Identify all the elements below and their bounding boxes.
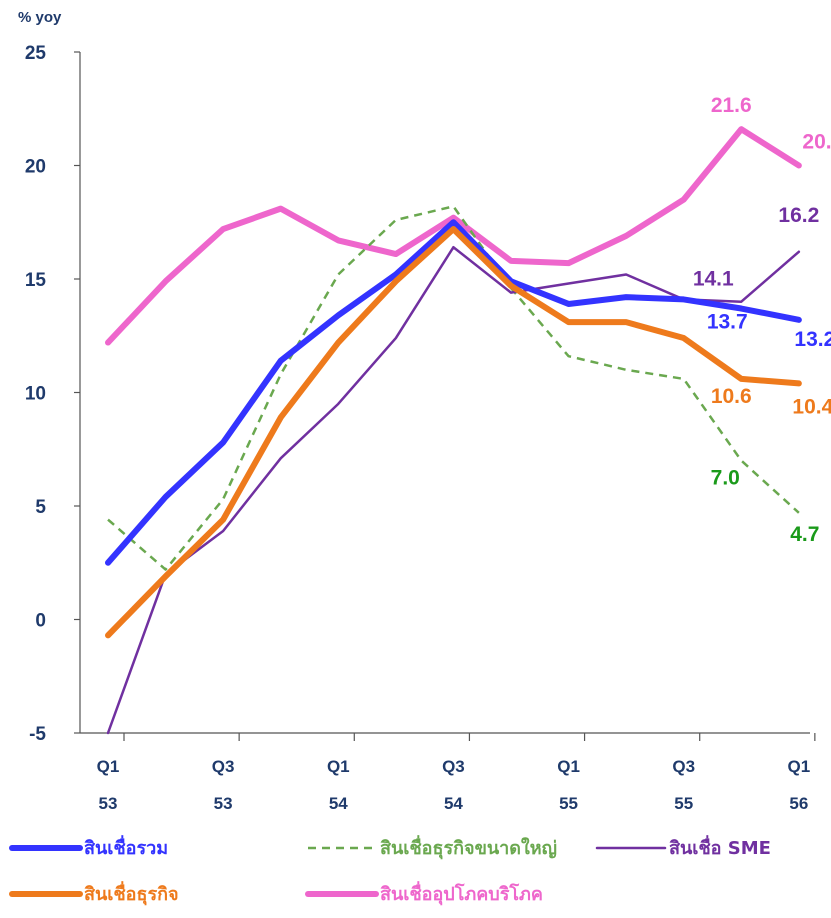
x-tick-label-quarter: Q1	[557, 757, 580, 776]
legend-label: สินเชื่อธุรกิจ	[84, 881, 179, 906]
series-line	[105, 219, 802, 566]
x-tick-label-year: 56	[789, 794, 808, 813]
data-label: 10.6	[711, 385, 752, 408]
x-tick-label-year: 53	[214, 794, 233, 813]
x-tick-label-quarter: Q1	[788, 757, 811, 776]
y-tick-label: -5	[29, 724, 46, 745]
x-tick-label-year: 55	[674, 794, 693, 813]
x-tick-label-quarter: Q1	[327, 757, 350, 776]
x-tick-label-quarter: Q3	[212, 757, 235, 776]
data-label: 4.7	[790, 523, 819, 546]
y-tick-labels: 25 20 15 10 5 0 -5	[25, 43, 47, 745]
x-tick-label-quarter: Q3	[672, 757, 695, 776]
x-tick-label-quarter: Q3	[442, 757, 465, 776]
y-tick-label: 20	[25, 157, 46, 178]
data-label: 10.4	[792, 395, 831, 418]
x-tick-labels: Q1 53 Q3 53 Q1 54 Q3 54 Q1 55 Q3 55 Q1 56	[97, 757, 811, 813]
x-tick-label-year: 55	[559, 794, 578, 813]
data-label: 13.2	[794, 328, 831, 351]
series-line	[105, 226, 802, 639]
axes	[74, 51, 816, 741]
y-tick-label: 0	[35, 611, 46, 632]
data-label: 7.0	[711, 467, 740, 490]
y-tick-label: 15	[25, 270, 47, 291]
data-label: 13.7	[707, 311, 748, 334]
legend: สินเชื่อรวม สินเชื่อธุรกิจขนาดใหญ่ สินเชื่…	[9, 835, 771, 906]
series-lines	[105, 126, 802, 735]
series-line	[106, 245, 801, 735]
x-tick-label-quarter: Q1	[97, 757, 120, 776]
legend-label: สินเชื่ออุปโภคบริโภค	[380, 881, 543, 906]
series-line	[105, 126, 802, 346]
y-unit-label: % yoy	[18, 9, 62, 26]
legend-label: สินเชื่อรวม	[84, 835, 168, 859]
data-label: 21.6	[711, 94, 752, 117]
legend-label: สินเชื่อธุรกิจขนาดใหญ่	[380, 835, 557, 860]
data-label: 20.0	[802, 131, 831, 154]
y-tick-label: 10	[25, 384, 46, 405]
data-label: 16.2	[778, 204, 819, 227]
series-line	[107, 205, 800, 571]
x-tick-label-year: 54	[329, 794, 348, 813]
legend-label: สินเชื่อ SME	[669, 835, 771, 859]
data-label: 14.1	[693, 268, 734, 291]
y-tick-label: 25	[25, 43, 47, 64]
x-tick-label-year: 54	[444, 794, 463, 813]
y-tick-label: 5	[35, 497, 46, 518]
x-tick-label-year: 53	[99, 794, 118, 813]
data-labels: 21.6 20.0 16.2 14.1 13.7 13.2 10.6 10.4 7.0 4.7	[693, 94, 831, 546]
